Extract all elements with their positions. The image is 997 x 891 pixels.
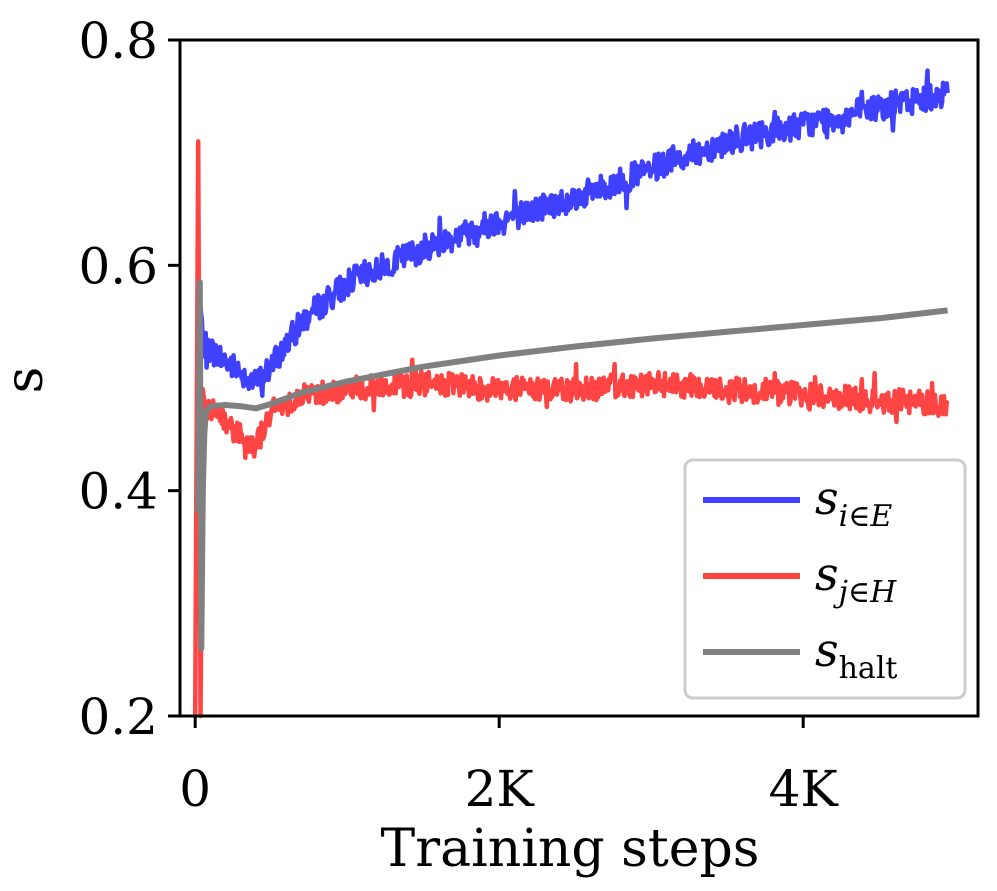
legend-label: sj∈H xyxy=(815,547,897,610)
series-layer xyxy=(192,68,950,719)
x-tick-label: 0 xyxy=(179,760,211,818)
series-line-jh xyxy=(192,139,950,719)
legend-box xyxy=(683,458,967,700)
y-tick-label: 0.4 xyxy=(78,463,158,521)
x-axis-title: Training steps xyxy=(381,819,760,879)
legend-label: shalt xyxy=(815,623,897,686)
legend-label-subscript: halt xyxy=(839,651,898,686)
legend-label: si∈E xyxy=(815,471,892,534)
series-line-halt xyxy=(195,279,948,652)
legend-label-subscript: j∈H xyxy=(833,575,898,610)
plot-frame xyxy=(178,38,980,718)
legend-label-base: s xyxy=(815,547,839,601)
x-tick-label: 2K xyxy=(465,760,536,818)
legend-label-subscript: i∈E xyxy=(839,499,893,534)
series-line-ie xyxy=(195,68,950,398)
ticks-layer: 0 2K 4K 0.2 0.4 0.6 0.8 xyxy=(78,12,839,818)
legend-label-base: s xyxy=(815,623,839,677)
y-tick-label: 0.2 xyxy=(78,688,158,746)
legend-label-base: s xyxy=(815,471,839,525)
y-axis-title: s xyxy=(0,367,55,394)
x-tick-label: 4K xyxy=(769,760,840,818)
y-tick-label: 0.6 xyxy=(78,237,158,295)
y-tick-label: 0.8 xyxy=(78,12,158,70)
